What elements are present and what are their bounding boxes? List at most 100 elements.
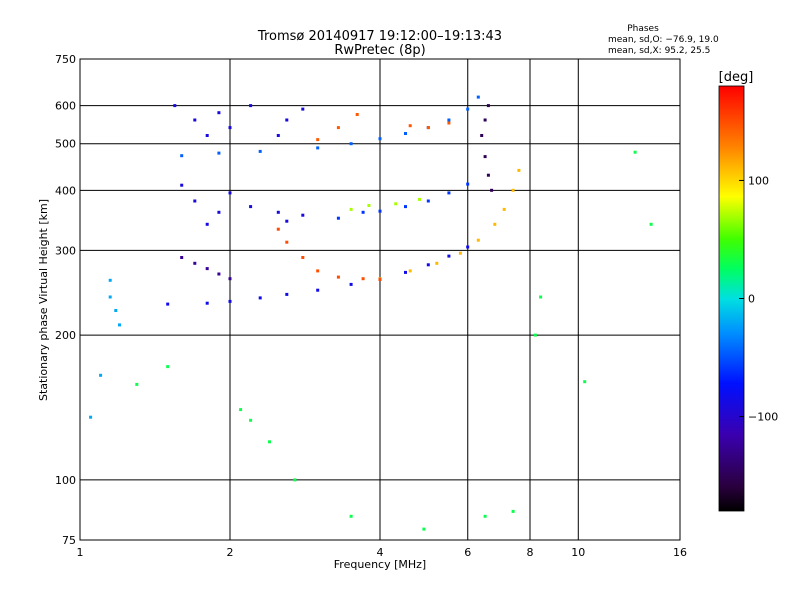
data-point <box>166 302 170 306</box>
data-point <box>239 408 243 412</box>
data-point <box>408 269 412 273</box>
data-point <box>426 199 430 203</box>
data-point <box>404 132 407 135</box>
x-tick-label: 4 <box>377 546 384 559</box>
data-point <box>285 240 289 244</box>
data-point <box>480 134 484 137</box>
data-point <box>193 261 197 265</box>
data-point <box>426 263 430 267</box>
phase-stats-heading: Phases <box>627 24 659 34</box>
data-point <box>217 210 221 214</box>
data-point <box>276 134 280 137</box>
data-points <box>89 95 653 531</box>
data-point <box>228 277 232 281</box>
data-point <box>493 222 497 226</box>
data-point <box>418 197 421 201</box>
data-point <box>583 380 587 384</box>
data-point <box>285 118 289 122</box>
x-tick-label: 8 <box>527 546 534 559</box>
y-tick-label: 100 <box>55 474 76 487</box>
data-point <box>180 154 184 158</box>
data-point <box>539 295 543 299</box>
data-point <box>349 142 353 146</box>
data-point <box>217 272 221 276</box>
data-point <box>228 299 232 303</box>
data-point <box>276 210 280 214</box>
data-point <box>285 219 289 223</box>
x-axis-ticks: 1 2 4 6 8 10 16 <box>77 546 688 559</box>
data-point <box>486 104 490 108</box>
y-tick-label: 200 <box>55 329 76 342</box>
data-point <box>173 104 177 108</box>
data-point <box>466 245 470 249</box>
data-point <box>378 209 382 213</box>
data-point <box>336 216 340 220</box>
data-point <box>268 440 271 444</box>
data-point <box>633 150 637 154</box>
y-tick-label: 600 <box>55 100 76 113</box>
y-axis-ticks: 75 100 200 300 400 500 600 750 <box>55 53 76 547</box>
data-point <box>394 202 398 206</box>
data-point <box>355 113 359 116</box>
data-point <box>108 278 112 282</box>
data-point <box>483 118 487 122</box>
y-tick-label: 750 <box>55 53 76 66</box>
data-point <box>476 238 480 242</box>
data-point <box>285 292 289 296</box>
colorbar-tick-label: −100 <box>748 411 778 424</box>
x-tick-label: 16 <box>673 546 687 559</box>
data-point <box>483 155 487 159</box>
data-point <box>205 222 209 226</box>
data-point <box>435 261 439 265</box>
data-point <box>502 207 506 211</box>
data-point <box>404 270 407 274</box>
data-point <box>249 104 253 108</box>
data-point <box>166 365 170 369</box>
data-point <box>447 191 451 195</box>
data-point <box>649 222 653 226</box>
y-tick-label: 400 <box>55 184 76 197</box>
data-point <box>533 333 537 337</box>
data-point <box>349 207 353 211</box>
chart-subtitle: RwPretec (8p) <box>334 43 425 58</box>
data-point <box>249 418 253 422</box>
data-point <box>228 191 232 195</box>
x-tick-label: 6 <box>464 546 471 559</box>
data-point <box>486 173 490 177</box>
data-point <box>205 301 209 305</box>
x-tick-label: 10 <box>571 546 585 559</box>
data-point <box>422 527 426 531</box>
data-point <box>135 382 139 386</box>
data-point <box>108 295 112 299</box>
data-point <box>447 118 451 122</box>
data-point <box>517 168 521 172</box>
data-point <box>180 256 184 259</box>
data-point <box>408 124 412 128</box>
data-point <box>276 227 280 231</box>
data-point <box>404 205 407 209</box>
data-point <box>367 204 371 207</box>
data-point <box>193 118 197 122</box>
data-point <box>511 509 515 513</box>
data-point <box>293 478 297 482</box>
data-point <box>458 251 462 255</box>
data-point <box>483 514 487 518</box>
colorbar-label: [deg] <box>719 70 754 85</box>
data-point <box>349 514 353 518</box>
data-point <box>301 213 305 217</box>
data-point <box>205 267 209 271</box>
data-point <box>447 121 451 125</box>
data-point <box>205 134 209 137</box>
data-point <box>301 107 305 111</box>
x-axis-label: Frequency [MHz] <box>334 558 426 571</box>
data-point <box>99 373 103 377</box>
colorbar-tick-label: 0 <box>748 293 755 306</box>
chart-title: Tromsø 20140917 19:12:00–19:13:43 <box>257 29 502 44</box>
data-point <box>349 282 353 286</box>
data-point <box>316 269 320 273</box>
data-point <box>193 199 197 203</box>
data-point <box>336 126 340 130</box>
plot-area <box>79 58 681 541</box>
data-point <box>361 210 365 214</box>
data-point <box>118 323 121 327</box>
